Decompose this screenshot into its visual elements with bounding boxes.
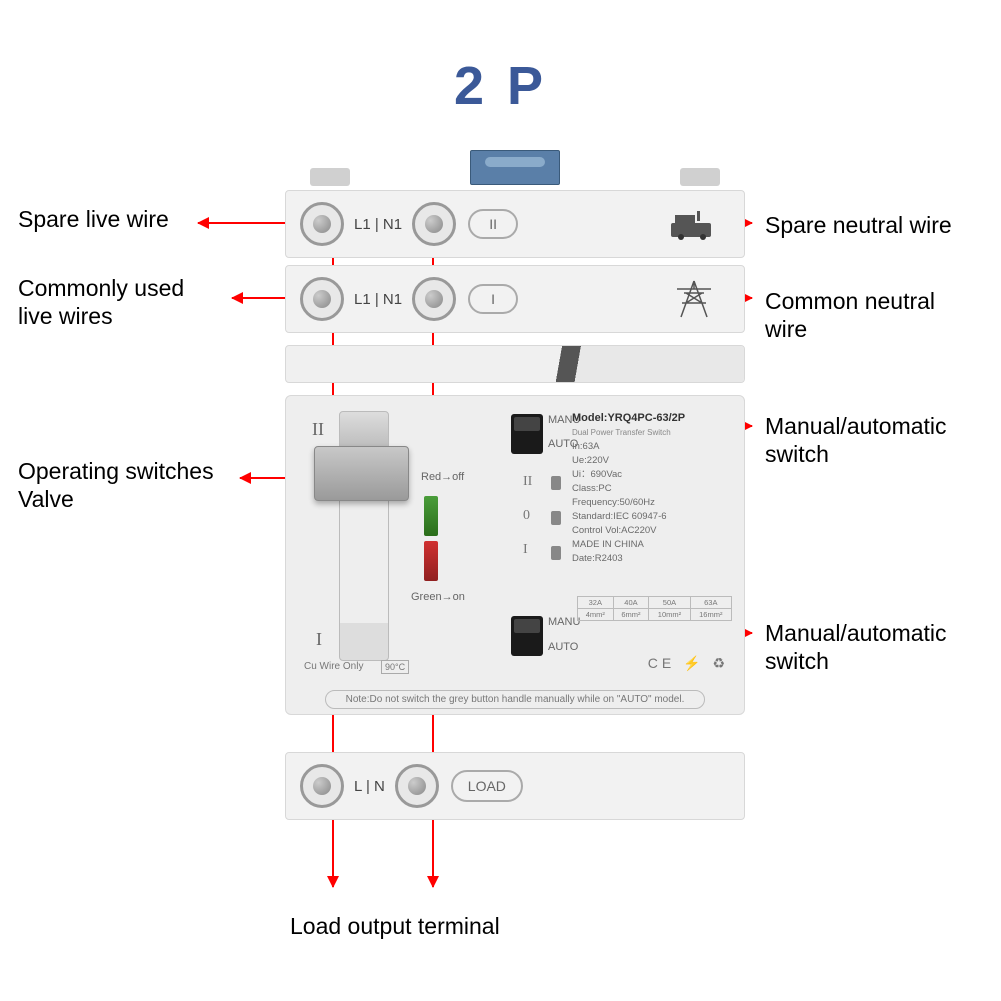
terminal-load-l [300, 764, 344, 808]
cu-wire-label: Cu Wire Only [304, 661, 363, 672]
green-on-label: Green→on [411, 591, 465, 603]
grid-tower-icon [664, 279, 724, 319]
pos-led-i [551, 546, 561, 560]
tab-left [310, 168, 350, 186]
anno-spare-live: Spare live wire [18, 205, 169, 233]
terminal-spare-l1 [300, 202, 344, 246]
note-label: Note:Do not switch the grey button handl… [325, 690, 705, 709]
switch-handle[interactable] [314, 446, 409, 501]
label-row1: L1 | N1 [354, 216, 402, 233]
switch-area: II I [304, 411, 419, 661]
divider-band [285, 345, 745, 383]
roman-ii-mark: II [312, 419, 324, 440]
anno-common-live: Commonly used live wires [18, 274, 184, 330]
position-marks: II 0 I [523, 471, 532, 561]
anno-common-neutral: Common neutral wire [765, 287, 935, 343]
red-led-icon [424, 541, 438, 581]
pos-led-ii [551, 476, 561, 490]
rating-table: 32A40A 50A63A 4mm²6mm² 10mm²16mm² [577, 596, 732, 621]
manu-auto-switch-top[interactable] [511, 414, 543, 454]
auto-label-2: AUTO [548, 641, 578, 653]
red-off-label: Red→off [421, 471, 464, 483]
anno-load-output: Load output terminal [290, 912, 500, 940]
rail-clip-icon [470, 150, 560, 185]
load-pill: LOAD [451, 770, 523, 802]
terminal-row-spare: L1 | N1 II [285, 190, 745, 258]
anno-manu-auto-1: Manual/automatic switch [765, 412, 947, 468]
anno-operating-switch: Operating switches Valve [18, 457, 214, 513]
terminal-row-load: L | N LOAD [285, 752, 745, 820]
manu-label-2: MANU [548, 616, 580, 628]
device-body: L1 | N1 II L1 | N1 I II I Red→off Green→… [285, 180, 745, 830]
main-panel: II I Red→off Green→on Cu Wire Only 90°C … [285, 395, 745, 715]
tab-right [680, 168, 720, 186]
roman-pill-ii: II [468, 209, 518, 239]
spec-panel: Model:YRQ4PC-63/2P Dual Power Transfer S… [572, 411, 732, 566]
terminal-row-common: L1 | N1 I [285, 265, 745, 333]
certification-icons: CE ⚡ ♻ [648, 655, 729, 672]
anno-manu-auto-2: Manual/automatic switch [765, 619, 947, 675]
roman-pill-i: I [468, 284, 518, 314]
roman-i-mark: I [316, 629, 322, 650]
page-title: 2 P [454, 55, 547, 117]
label-row2: L1 | N1 [354, 291, 402, 308]
anno-spare-neutral: Spare neutral wire [765, 211, 952, 239]
terminal-spare-n1 [412, 202, 456, 246]
pos-led-0 [551, 511, 561, 525]
manu-auto-switch-bottom[interactable] [511, 616, 543, 656]
terminal-load-n [395, 764, 439, 808]
terminal-common-n1 [412, 277, 456, 321]
green-led-icon [424, 496, 438, 536]
generator-icon [664, 204, 724, 244]
temp-label: 90°C [381, 660, 409, 674]
terminal-common-l1 [300, 277, 344, 321]
label-load: L | N [354, 778, 385, 795]
